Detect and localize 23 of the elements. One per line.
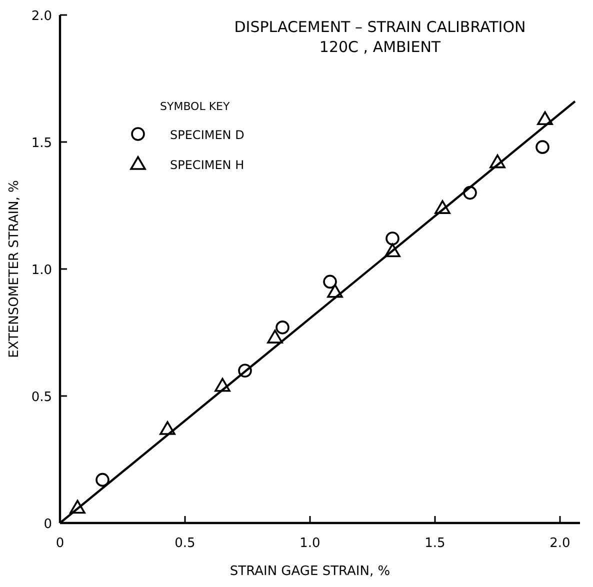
y-axis-title: EXTENSOMETER STRAIN, % — [7, 180, 22, 358]
y-tick-label: 1.0 — [31, 263, 52, 278]
y-tick-label: 0 — [44, 517, 52, 532]
legend-title: SYMBOL KEY — [160, 100, 230, 113]
point — [386, 232, 400, 246]
legend-label: SPECIMEN D — [170, 128, 244, 142]
legend-label: SPECIMEN H — [170, 158, 244, 172]
x-tick-label: 0.5 — [174, 536, 196, 551]
point — [96, 472, 110, 487]
chart-title: DISPLACEMENT – STRAIN CALIBRATION — [234, 18, 526, 36]
text: 120C , AMBIENT — [319, 38, 442, 56]
y-tick-label: 2.0 — [31, 9, 52, 24]
point — [536, 140, 550, 154]
y-tick-label: 1.5 — [31, 136, 52, 151]
x-tick-label: 0 — [56, 536, 64, 551]
x-tick-label: 1.0 — [300, 536, 320, 551]
point — [267, 330, 283, 344]
x-tick-label: 1.5 — [424, 536, 446, 551]
x-axis-title: STRAIN GAGE STRAIN, % — [230, 564, 390, 579]
y-tick-label: 0.5 — [31, 390, 52, 405]
x-tick-label: 2.0 — [550, 536, 570, 551]
point — [276, 320, 290, 334]
point — [323, 274, 337, 289]
